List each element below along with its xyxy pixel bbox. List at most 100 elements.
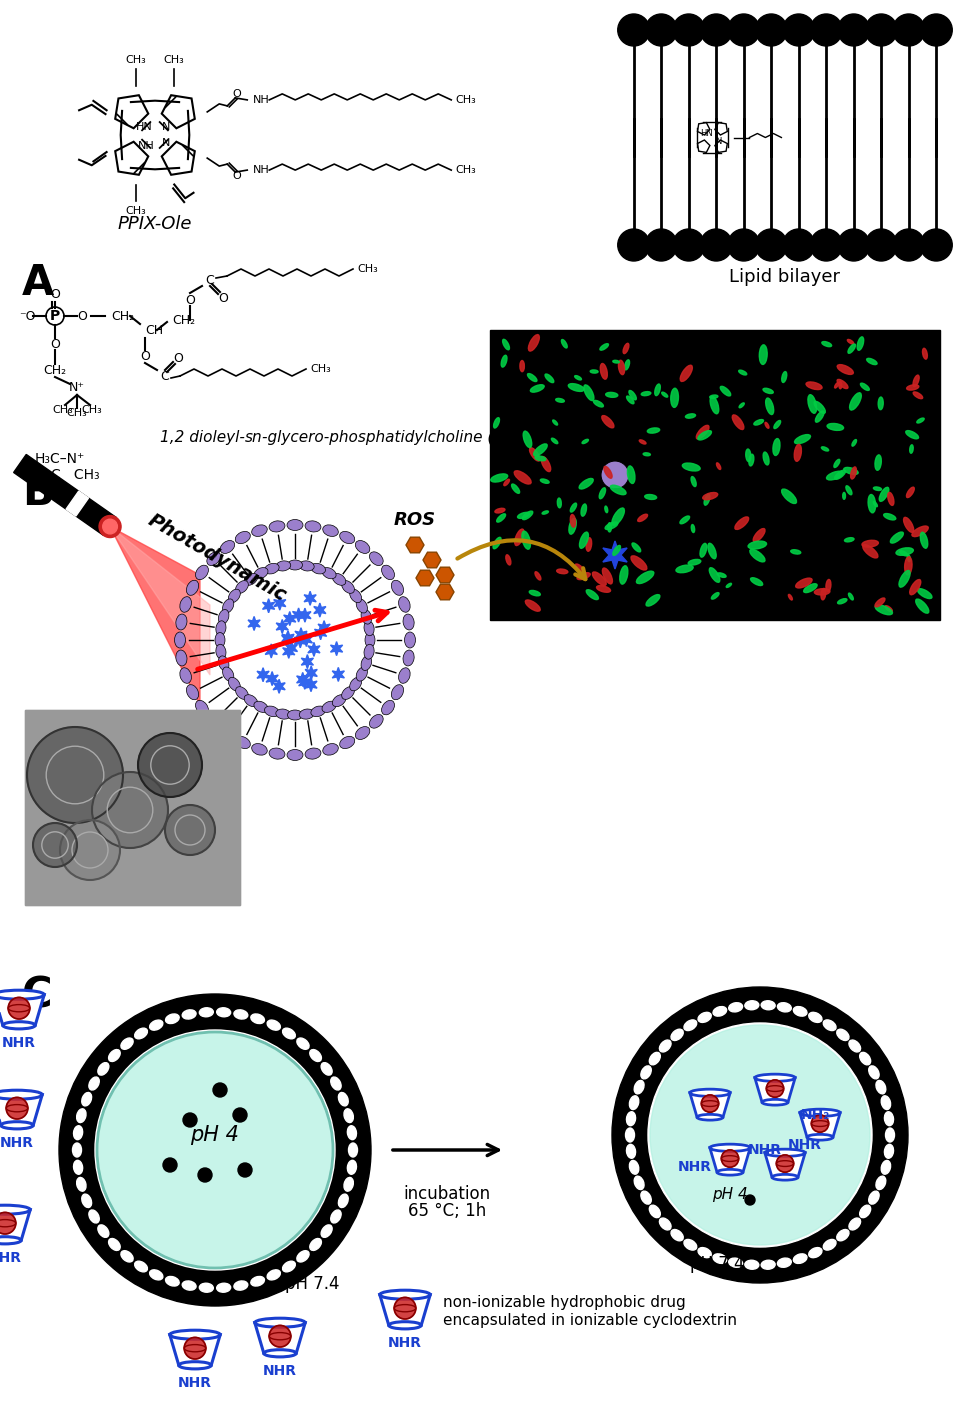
- Polygon shape: [305, 666, 317, 680]
- Ellipse shape: [750, 577, 762, 586]
- Ellipse shape: [690, 524, 694, 532]
- Ellipse shape: [601, 568, 612, 584]
- Ellipse shape: [493, 417, 499, 429]
- Ellipse shape: [586, 538, 591, 551]
- Ellipse shape: [637, 514, 646, 521]
- Ellipse shape: [267, 1020, 280, 1030]
- Ellipse shape: [860, 384, 868, 391]
- Ellipse shape: [567, 384, 584, 392]
- Text: O: O: [140, 350, 150, 362]
- Ellipse shape: [0, 1236, 22, 1243]
- Ellipse shape: [560, 340, 566, 348]
- Ellipse shape: [648, 1052, 659, 1065]
- Circle shape: [672, 229, 704, 261]
- Circle shape: [649, 1026, 869, 1245]
- Ellipse shape: [264, 707, 279, 717]
- Ellipse shape: [174, 632, 185, 648]
- Ellipse shape: [1, 1121, 33, 1128]
- Ellipse shape: [369, 552, 382, 566]
- Text: NHR: NHR: [2, 1035, 36, 1050]
- Ellipse shape: [519, 361, 524, 372]
- Circle shape: [162, 1158, 177, 1172]
- Ellipse shape: [634, 1080, 644, 1094]
- Text: C: C: [22, 975, 53, 1017]
- Ellipse shape: [309, 1050, 321, 1062]
- Ellipse shape: [836, 1030, 848, 1041]
- Polygon shape: [799, 1113, 839, 1137]
- Text: CH₃: CH₃: [125, 207, 146, 216]
- Ellipse shape: [200, 1007, 213, 1017]
- Ellipse shape: [848, 1218, 860, 1229]
- Ellipse shape: [884, 1128, 894, 1142]
- Ellipse shape: [833, 459, 839, 468]
- Ellipse shape: [109, 1050, 120, 1062]
- Ellipse shape: [877, 398, 882, 410]
- Ellipse shape: [490, 473, 508, 482]
- Ellipse shape: [645, 594, 659, 606]
- Ellipse shape: [135, 1028, 148, 1038]
- Ellipse shape: [551, 438, 557, 444]
- Ellipse shape: [343, 1109, 353, 1123]
- Ellipse shape: [759, 344, 767, 364]
- Ellipse shape: [513, 471, 531, 485]
- Ellipse shape: [534, 572, 541, 580]
- Ellipse shape: [709, 396, 718, 414]
- Ellipse shape: [530, 385, 544, 392]
- Ellipse shape: [880, 1161, 890, 1175]
- Ellipse shape: [579, 479, 593, 489]
- Circle shape: [238, 1163, 251, 1177]
- Text: CH₃: CH₃: [455, 96, 475, 105]
- Ellipse shape: [847, 344, 855, 353]
- Ellipse shape: [834, 471, 845, 479]
- Circle shape: [727, 229, 759, 261]
- Ellipse shape: [234, 1010, 247, 1019]
- Polygon shape: [110, 527, 200, 705]
- Ellipse shape: [712, 1253, 726, 1263]
- Polygon shape: [422, 552, 440, 568]
- Text: CH₃: CH₃: [125, 55, 146, 65]
- Ellipse shape: [253, 568, 268, 579]
- Ellipse shape: [72, 1144, 81, 1156]
- Ellipse shape: [748, 454, 753, 466]
- Ellipse shape: [355, 541, 370, 554]
- Text: O: O: [77, 309, 87, 323]
- Ellipse shape: [254, 1318, 305, 1328]
- Circle shape: [892, 229, 924, 261]
- Ellipse shape: [76, 1177, 86, 1191]
- Ellipse shape: [821, 447, 827, 451]
- Ellipse shape: [556, 569, 567, 573]
- Ellipse shape: [379, 1290, 429, 1300]
- Ellipse shape: [752, 528, 764, 542]
- Ellipse shape: [659, 1218, 670, 1229]
- Text: NHR: NHR: [747, 1144, 781, 1156]
- Ellipse shape: [494, 509, 505, 513]
- Ellipse shape: [765, 398, 773, 414]
- Ellipse shape: [912, 375, 918, 386]
- Ellipse shape: [525, 600, 540, 611]
- Ellipse shape: [0, 1090, 42, 1099]
- Ellipse shape: [792, 1006, 806, 1016]
- Ellipse shape: [909, 579, 920, 594]
- Ellipse shape: [646, 429, 659, 433]
- Ellipse shape: [845, 486, 851, 495]
- Ellipse shape: [716, 462, 720, 469]
- Ellipse shape: [339, 531, 354, 544]
- Text: CH₂: CH₂: [43, 364, 67, 377]
- Circle shape: [766, 1080, 782, 1097]
- Text: CH₂: CH₂: [111, 309, 134, 323]
- Text: Methylene Blue: Methylene Blue: [640, 547, 779, 563]
- Ellipse shape: [176, 614, 187, 629]
- Circle shape: [892, 14, 924, 46]
- Ellipse shape: [661, 392, 667, 398]
- Circle shape: [721, 1149, 737, 1168]
- Ellipse shape: [763, 452, 769, 465]
- Ellipse shape: [874, 606, 892, 615]
- Ellipse shape: [612, 360, 619, 362]
- Text: PPIX-Ole: PPIX-Ole: [117, 215, 192, 233]
- Ellipse shape: [618, 360, 624, 375]
- Ellipse shape: [915, 419, 923, 423]
- Ellipse shape: [579, 532, 588, 548]
- Ellipse shape: [916, 589, 931, 599]
- Text: -glycero-phosphatidylcholine (DOPC): -glycero-phosphatidylcholine (DOPC): [262, 430, 543, 445]
- Ellipse shape: [356, 599, 367, 613]
